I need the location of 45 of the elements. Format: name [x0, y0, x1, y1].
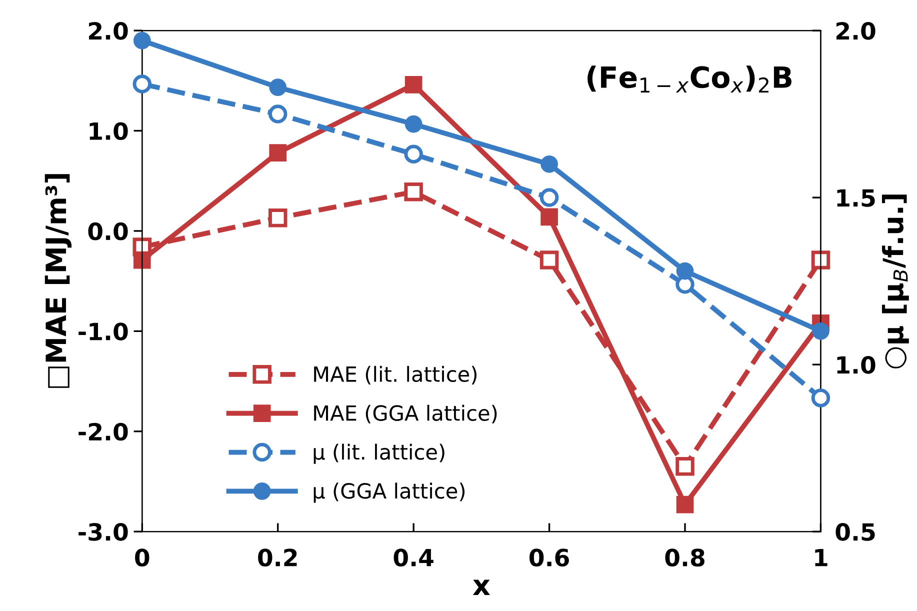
- point: [540, 250, 559, 270]
- y-tick-label: 0.0: [88, 222, 128, 240]
- x-tick-label: 1: [815, 548, 828, 566]
- point: [811, 388, 830, 408]
- annotation: (Fe$_{1−x}$Co$_{x}$)$_{2}$B: [588, 66, 792, 93]
- point: [404, 144, 423, 164]
- point: [676, 496, 694, 514]
- y2-axis-title: ○μ [μ$_{B}$/f.u.]: [882, 194, 909, 368]
- legend-label: MAE (lit. lattice): [314, 366, 476, 384]
- point: [540, 208, 558, 226]
- legend-label: μ (lit. lattice): [314, 444, 444, 464]
- x-tick-label: 0: [135, 548, 150, 567]
- y2-tick-label: 2.0: [836, 22, 876, 40]
- x-tick-label: 0.6: [530, 548, 569, 567]
- point: [268, 208, 288, 228]
- point: [269, 144, 287, 162]
- x-tick-label: 0.8: [665, 548, 704, 567]
- point: [404, 76, 422, 94]
- y-tick-label: 1.0: [90, 122, 128, 140]
- point: [133, 32, 151, 50]
- point: [811, 250, 830, 270]
- point: [540, 155, 558, 173]
- point: [540, 188, 559, 207]
- legend-label: μ (GGA lattice): [314, 482, 465, 503]
- x-tick-label: 0.2: [258, 548, 297, 567]
- y2-tick-label: 1.0: [837, 356, 876, 374]
- point: [269, 78, 287, 96]
- point: [133, 251, 151, 269]
- point: [404, 182, 423, 202]
- x-axis-title: x: [472, 580, 490, 595]
- x-tick-label: 0.4: [394, 548, 434, 567]
- y-tick-label: -3.0: [78, 523, 128, 541]
- legend-label: MAE (GGA lattice): [314, 404, 497, 424]
- y-axis-title: □MAE [MJ/m³]: [44, 174, 72, 388]
- point: [812, 322, 830, 340]
- point: [268, 104, 288, 124]
- y-tick-label: -1.0: [78, 322, 128, 340]
- y-tick-label: 2.0: [88, 22, 128, 40]
- y2-tick-label: 1.5: [837, 189, 875, 207]
- point: [676, 457, 694, 476]
- point: [132, 74, 152, 94]
- point: [676, 262, 694, 280]
- y-tick-label: -2.0: [78, 422, 128, 441]
- point: [404, 115, 422, 133]
- y2-tick-label: 0.5: [836, 523, 875, 541]
